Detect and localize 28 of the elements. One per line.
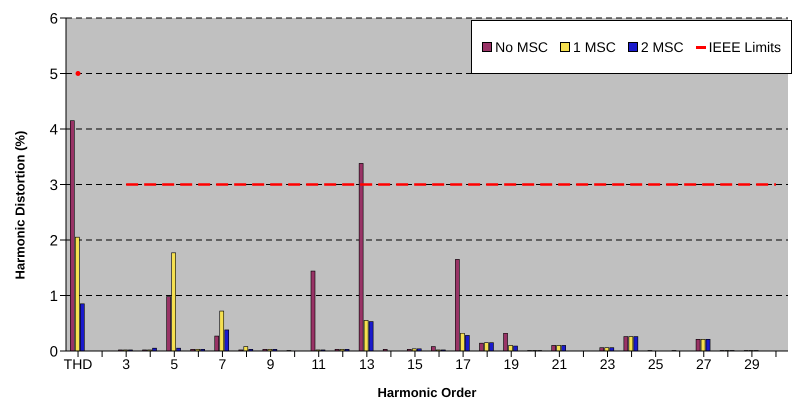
x-tick-label: THD bbox=[64, 356, 92, 372]
x-tick-label: 13 bbox=[359, 356, 375, 372]
y-tick-label: 0 bbox=[50, 343, 58, 360]
x-tick-label: 21 bbox=[552, 356, 568, 372]
x-tick-label: 9 bbox=[266, 356, 275, 372]
x-tick-label: 25 bbox=[648, 356, 664, 372]
legend-label: No MSC bbox=[494, 39, 548, 55]
x-axis-title: Harmonic Order bbox=[378, 385, 476, 400]
x-tick-label: 27 bbox=[696, 356, 712, 372]
y-tick-label: 4 bbox=[50, 121, 58, 138]
x-tick-label: 11 bbox=[311, 356, 326, 372]
x-tick-label: 7 bbox=[218, 356, 227, 372]
x-tick-label: 3 bbox=[122, 356, 130, 372]
x-tick-label: 23 bbox=[600, 356, 616, 372]
y-tick-label: 1 bbox=[50, 288, 58, 305]
x-tick-label: 19 bbox=[503, 356, 520, 372]
legend-label: IEEE Limits bbox=[708, 39, 781, 55]
y-tick-label: 6 bbox=[50, 10, 58, 28]
x-tick-label: 15 bbox=[407, 356, 423, 372]
legend-label: 1 MSC bbox=[572, 39, 616, 55]
y-axis-title: Harmonic Distortion (%) bbox=[12, 130, 28, 280]
legend-label: 2 MSC bbox=[640, 39, 684, 55]
y-tick-label: 2 bbox=[50, 232, 58, 250]
x-tick-label: 17 bbox=[455, 356, 472, 372]
x-tick-label: 29 bbox=[744, 356, 760, 372]
x-tick-label: 5 bbox=[170, 356, 178, 372]
y-tick-label: 3 bbox=[50, 176, 58, 194]
y-tick-label: 5 bbox=[50, 66, 58, 83]
